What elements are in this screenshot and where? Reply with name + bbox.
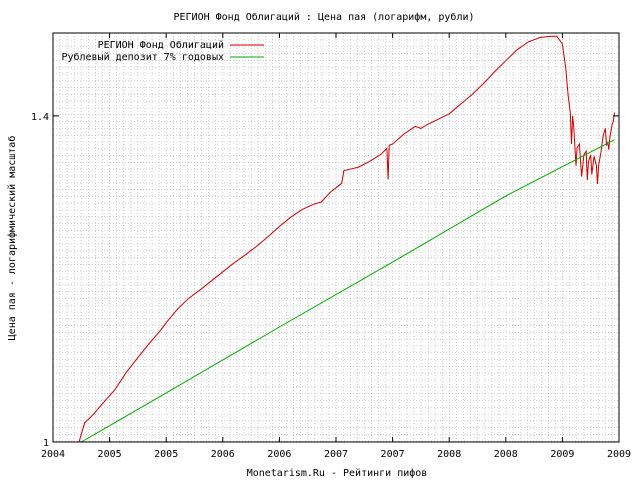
legend-label-series-1: РЕГИОН Фонд Облигаций — [98, 39, 224, 51]
series-line-2 — [81, 139, 615, 443]
y-tick-label: 1.4 — [31, 112, 49, 123]
x-tick-label: 2008 — [437, 449, 461, 460]
x-tick-label: 2005 — [98, 449, 122, 460]
x-tick-label: 2008 — [494, 449, 518, 460]
x-tick-label: 2006 — [267, 449, 291, 460]
x-axis-label: Monetarism.Ru - Рейтинги пифов — [247, 467, 428, 479]
x-tick-label: 2009 — [607, 449, 631, 460]
x-tick-label: 2004 — [41, 449, 65, 460]
series-layer — [78, 35, 615, 443]
x-tick-label: 2005 — [154, 449, 178, 460]
grid-layer — [53, 33, 619, 442]
x-tick-label: 2006 — [211, 449, 235, 460]
chart-title: РЕГИОН Фонд Облигаций : Цена пая (логари… — [173, 11, 474, 23]
ticks-layer: 2004 2005 2005 2006 2006 2007 2007 2008 2008 2009… — [31, 33, 631, 460]
series-line-1 — [78, 35, 615, 443]
x-tick-label: 2007 — [324, 449, 348, 460]
legend-label-series-2: Рублевый депозит 7% годовых — [61, 51, 224, 63]
y-tick-label: 1 — [43, 438, 49, 449]
legend: РЕГИОН Фонд Облигаций Рублевый депозит 7… — [61, 39, 264, 63]
x-tick-label: 2007 — [381, 449, 405, 460]
y-axis-label: Цена пая - логарифмический масштаб — [6, 136, 18, 341]
x-tick-label: 2009 — [550, 449, 574, 460]
